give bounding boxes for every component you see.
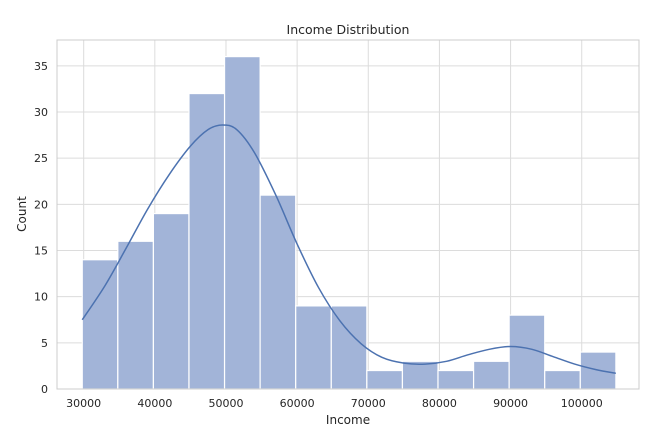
x-tick-label: 100000 xyxy=(561,397,603,410)
y-tick-label: 25 xyxy=(34,152,48,165)
y-tick-labels: 0 5 10 15 20 25 30 35 xyxy=(34,60,48,396)
y-tick-label: 35 xyxy=(34,60,48,73)
histogram-bar xyxy=(259,194,297,390)
histogram-bars xyxy=(81,56,617,390)
y-tick-label: 15 xyxy=(34,245,48,258)
histogram-bar xyxy=(223,56,261,390)
histogram-bar xyxy=(472,360,510,390)
chart-title: Income Distribution xyxy=(287,22,410,37)
histogram-bar xyxy=(366,369,404,390)
histogram-bar xyxy=(544,369,581,390)
x-tick-label: 90000 xyxy=(493,397,528,410)
x-tick-label: 30000 xyxy=(66,397,101,410)
x-tick-label: 50000 xyxy=(208,397,243,410)
y-tick-label: 30 xyxy=(34,106,48,119)
x-tick-label: 60000 xyxy=(280,397,315,410)
plot-frame xyxy=(56,39,640,390)
histogram-bar xyxy=(117,240,155,390)
histogram-bar xyxy=(81,259,119,390)
histogram-bar xyxy=(330,305,368,390)
y-tick-label: 5 xyxy=(41,337,48,350)
histogram-bar xyxy=(188,92,226,390)
histogram-bar xyxy=(152,212,190,390)
histogram-bar xyxy=(401,360,439,390)
histogram-bar xyxy=(437,369,475,390)
x-tick-label: 40000 xyxy=(137,397,172,410)
x-tick-label: 70000 xyxy=(351,397,386,410)
histogram-bar xyxy=(295,305,332,390)
x-tick-labels: 30000 40000 50000 60000 70000 80000 90000 10000… xyxy=(66,397,603,410)
y-tick-label: 20 xyxy=(34,198,48,211)
x-tick-label: 80000 xyxy=(422,397,457,410)
y-tick-label: 0 xyxy=(41,383,48,396)
kde-curve xyxy=(81,124,617,375)
x-axis-title: Income xyxy=(326,413,370,427)
kde-curve-layer xyxy=(81,124,617,375)
y-tick-label: 10 xyxy=(34,291,48,304)
y-axis-title: Count xyxy=(15,196,29,232)
